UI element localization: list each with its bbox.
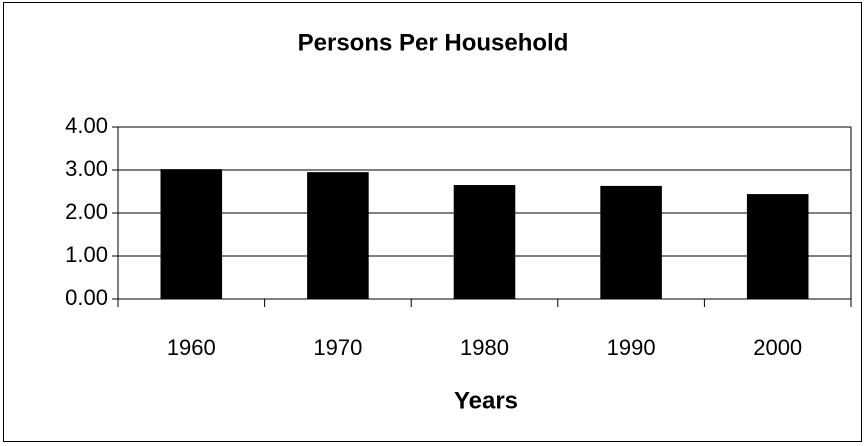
x-tick-label: 1970	[313, 335, 362, 360]
y-tick-label: 1.00	[65, 242, 108, 267]
bar	[453, 185, 516, 299]
chart-border	[3, 2, 862, 442]
bar	[600, 185, 662, 299]
bar	[307, 172, 369, 299]
y-tick-label: 4.00	[65, 113, 108, 138]
x-tick-label: 1990	[607, 335, 656, 360]
x-tick-label: 1980	[460, 335, 509, 360]
y-tick-label: 2.00	[65, 199, 108, 224]
bar	[160, 169, 223, 299]
x-tick-label: 2000	[753, 335, 802, 360]
y-tick-label: 3.00	[65, 156, 108, 181]
bar	[746, 194, 809, 299]
chart-title: Persons Per Household	[298, 29, 569, 56]
y-tick-label: 0.00	[65, 285, 108, 310]
x-axis-title: Years	[454, 387, 518, 414]
x-tick-label: 1960	[167, 335, 216, 360]
